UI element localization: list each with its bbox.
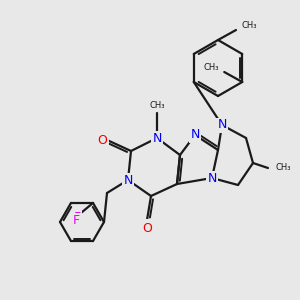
Text: O: O [142,220,152,232]
Text: F: F [74,212,81,224]
Text: N: N [123,173,133,187]
Text: N: N [152,131,162,145]
Text: N: N [190,128,200,142]
Text: O: O [142,221,152,235]
Text: N: N [207,172,217,184]
Text: F: F [72,214,80,227]
Text: N: N [217,118,227,131]
Text: CH₃: CH₃ [241,20,256,29]
Text: O: O [97,134,107,146]
Text: CH₃: CH₃ [275,164,290,172]
Text: CH₃: CH₃ [149,100,165,109]
Text: CH₃: CH₃ [204,62,219,71]
Text: O: O [98,134,108,146]
